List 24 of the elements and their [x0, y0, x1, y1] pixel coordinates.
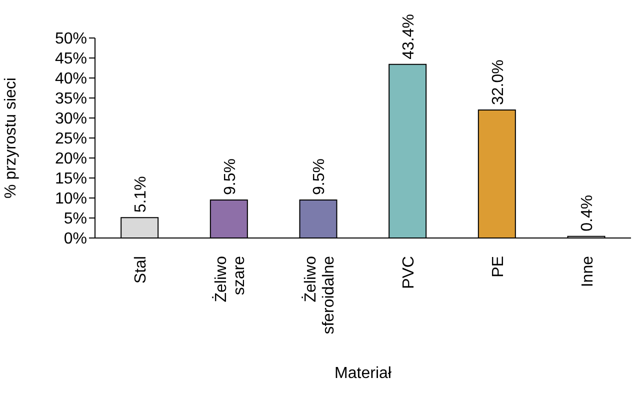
data-label: 43.4%: [400, 14, 418, 60]
data-label: 32.0%: [490, 60, 507, 105]
x-tick-label: PVC: [400, 256, 418, 289]
y-tick-label: 35%: [54, 90, 87, 108]
data-label: 9.5%: [222, 158, 239, 195]
x-tick-label: PE: [490, 256, 507, 278]
y-tick-label: 10%: [54, 190, 87, 208]
y-tick-label: 15%: [54, 170, 87, 188]
x-axis-title: Materiał: [334, 365, 392, 382]
y-tick-label: 40%: [54, 70, 87, 88]
data-label: 0.4%: [579, 194, 596, 232]
data-label: 5.1%: [132, 176, 150, 213]
y-tick-label: 30%: [54, 110, 87, 128]
y-tick-label: 45%: [54, 50, 87, 68]
data-label: 9.5%: [311, 158, 328, 195]
y-tick-label: 25%: [54, 130, 87, 148]
x-tick-label: Inne: [579, 256, 596, 288]
y-tick-label: 20%: [54, 150, 87, 168]
y-tick-label: 0%: [64, 230, 87, 248]
x-tick-label: Żeliwo szare: [212, 256, 248, 302]
y-tick-label: 5%: [64, 210, 87, 228]
x-tick-label: Stal: [132, 256, 150, 284]
y-axis-title: % przyrostu sieci: [2, 78, 20, 198]
y-tick-label: 50%: [54, 30, 87, 48]
